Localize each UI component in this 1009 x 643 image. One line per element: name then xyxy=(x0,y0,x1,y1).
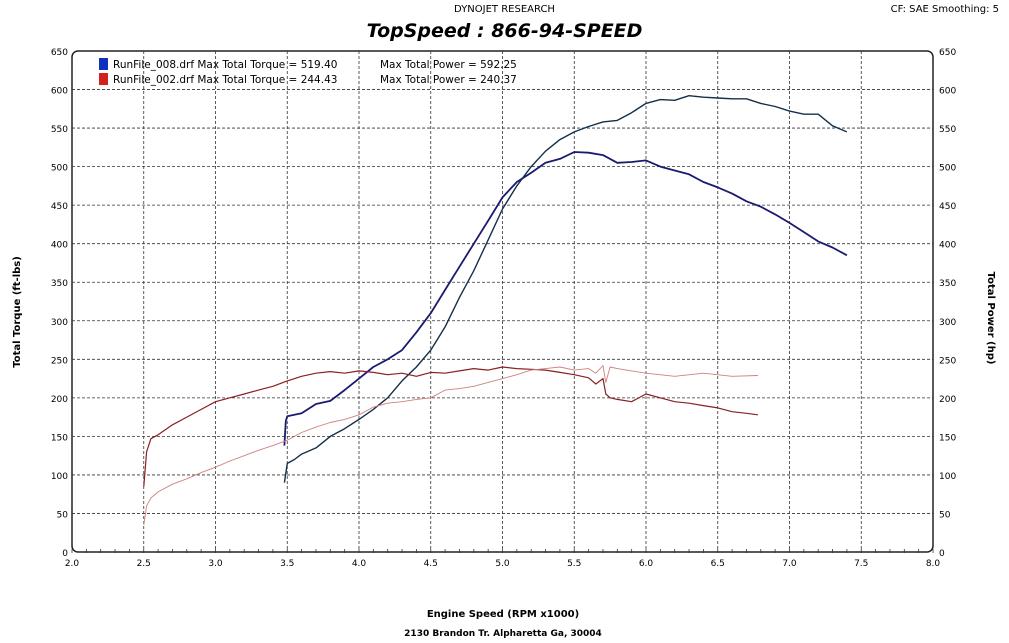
y2-tick-label: 0 xyxy=(939,549,945,559)
y-tick-label: 500 xyxy=(51,164,68,174)
legend-label-run008: RunFile_008.drf Max Total Torque = 519.4… xyxy=(113,59,337,71)
x-tick-label: 6.5 xyxy=(711,559,725,569)
x-tick-label: 2.0 xyxy=(65,559,80,569)
footer-address: 2130 Brandon Tr. Alpharetta Ga, 30004 xyxy=(404,629,602,639)
y-tick-label: 0 xyxy=(62,549,68,559)
settings-label: CF: SAE Smoothing: 5 xyxy=(890,4,999,15)
y-tick-label: 600 xyxy=(51,87,68,97)
y-tick-label: 450 xyxy=(51,202,68,212)
legend-power-run008: Max Total Power = 592.25 xyxy=(380,59,517,71)
legend-power-run002: Max Total Power = 240.37 xyxy=(380,74,517,86)
y2-tick-label: 550 xyxy=(939,125,956,135)
series-line-3 xyxy=(143,365,758,526)
x-tick-label: 5.5 xyxy=(567,559,581,569)
y-tick-label: 250 xyxy=(51,356,68,366)
y-axis-label: Total Torque (ft-lbs) xyxy=(12,256,23,368)
x-tick-label: 5.0 xyxy=(495,559,510,569)
y2-tick-label: 350 xyxy=(939,279,956,289)
y2-tick-label: 250 xyxy=(939,356,956,366)
x-axis-label: Engine Speed (RPM x1000) xyxy=(427,609,579,620)
x-tick-label: 7.0 xyxy=(782,559,797,569)
y-tick-label: 350 xyxy=(51,279,68,289)
x-tick-label: 3.5 xyxy=(280,559,294,569)
legend: RunFile_008.drf Max Total Torque = 519.4… xyxy=(99,58,517,86)
series-line-0 xyxy=(283,151,848,446)
y2-tick-label: 50 xyxy=(939,510,951,520)
legend-swatch-run008 xyxy=(99,58,108,70)
y-tick-label: 400 xyxy=(51,241,68,251)
series-line-2 xyxy=(143,366,758,487)
y-tick-label: 650 xyxy=(51,48,68,58)
x-tick-label: 6.0 xyxy=(639,559,654,569)
chart-title: TopSpeed : 866-94-SPEED xyxy=(366,20,643,42)
y2-axis-label: Total Power (hp) xyxy=(985,272,996,365)
company-header: DYNOJET RESEARCH xyxy=(454,4,555,15)
y2-tick-label: 200 xyxy=(939,395,956,405)
y2-tick-label: 150 xyxy=(939,433,956,443)
y2-tick-label: 100 xyxy=(939,472,956,482)
y2-tick-label: 650 xyxy=(939,48,956,58)
y2-tick-label: 400 xyxy=(939,241,956,251)
y-tick-label: 100 xyxy=(51,472,68,482)
x-tick-label: 4.0 xyxy=(352,559,367,569)
y2-tick-label: 500 xyxy=(939,164,956,174)
y-tick-label: 300 xyxy=(51,318,68,328)
x-tick-label: 8.0 xyxy=(926,559,941,569)
y2-tick-label: 300 xyxy=(939,318,956,328)
legend-label-run002: RunFile_002.drf Max Total Torque = 244.4… xyxy=(113,74,337,86)
y-tick-label: 50 xyxy=(57,510,69,520)
series-line-1 xyxy=(283,94,848,483)
x-tick-label: 2.5 xyxy=(137,559,151,569)
y-tick-label: 200 xyxy=(51,395,68,405)
y-tick-label: 550 xyxy=(51,125,68,135)
y-tick-label: 150 xyxy=(51,433,68,443)
y2-tick-label: 450 xyxy=(939,202,956,212)
legend-swatch-run002 xyxy=(99,73,108,85)
x-tick-label: 4.5 xyxy=(424,559,438,569)
x-tick-label: 7.5 xyxy=(854,559,868,569)
y2-tick-label: 600 xyxy=(939,87,956,97)
x-tick-label: 3.0 xyxy=(208,559,223,569)
